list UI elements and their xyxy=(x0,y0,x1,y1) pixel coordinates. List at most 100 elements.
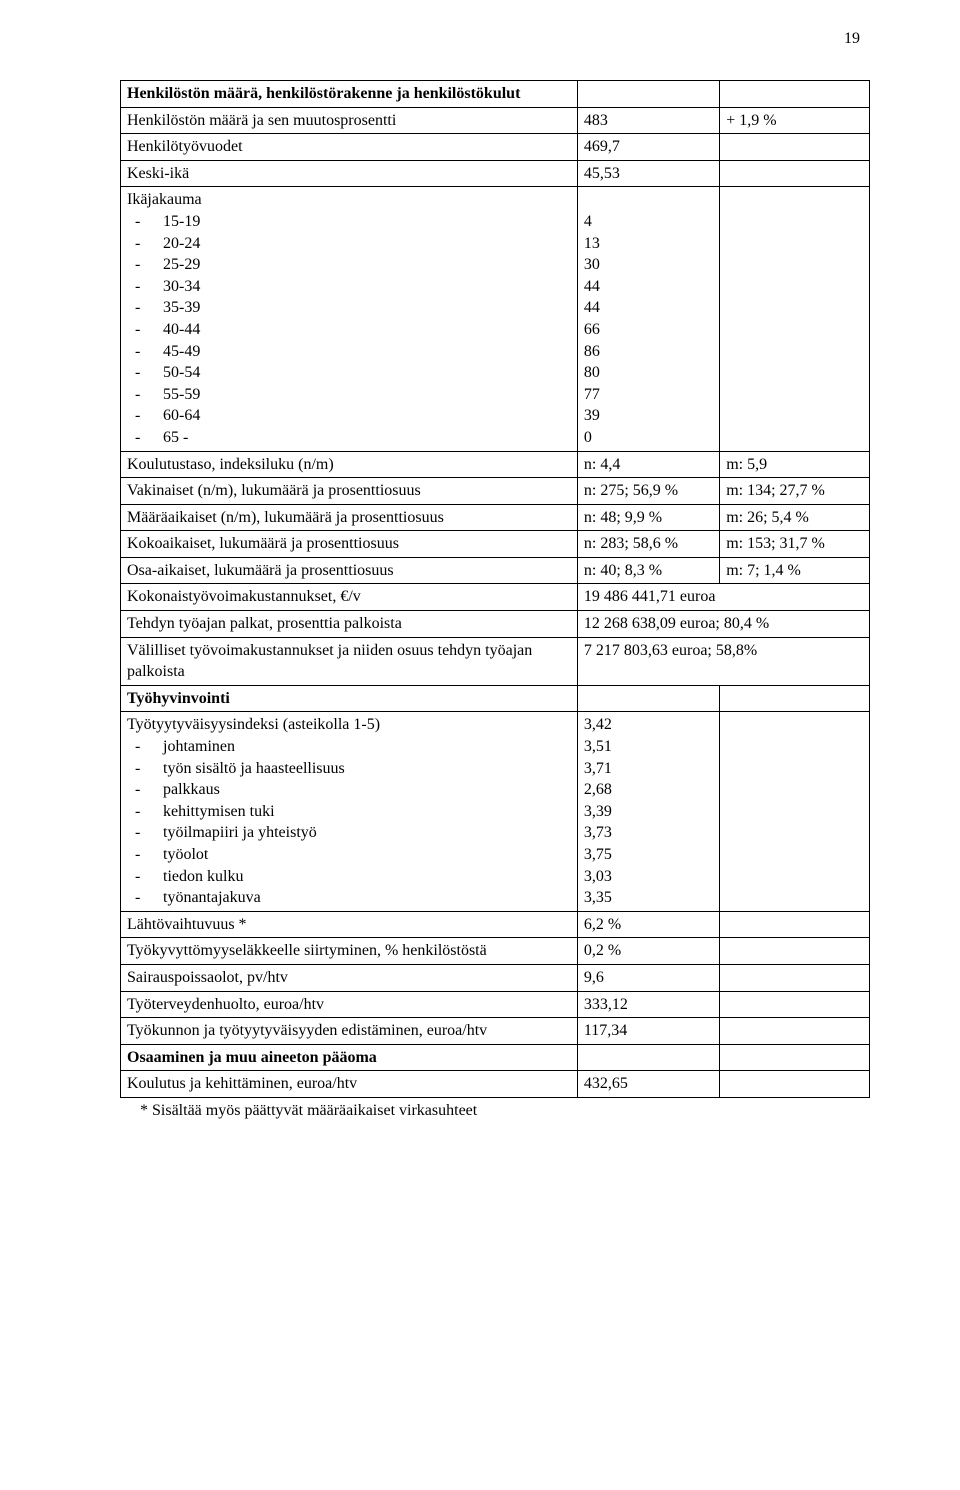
data-table: Henkilöstön määrä, henkilöstörakenne ja … xyxy=(120,80,870,1098)
row-value: + 1,9 % xyxy=(720,107,870,134)
value: 0 xyxy=(584,427,713,449)
list-item: 40-44 xyxy=(163,319,571,341)
list-item: 15-19 xyxy=(163,211,571,233)
row-label: Sairauspoissaolot, pv/htv xyxy=(121,964,578,991)
section3-title: Osaaminen ja muu aineeton pääoma xyxy=(121,1044,578,1071)
list-item: tiedon kulku xyxy=(163,866,571,888)
row-value: m: 26; 5,4 % xyxy=(720,504,870,531)
satisfaction-label: Työtyytyväisyysindeksi (asteikolla 1-5) … xyxy=(121,712,578,911)
row-value: n: 48; 9,9 % xyxy=(577,504,719,531)
row-label: Koulutustaso, indeksiluku (n/m) xyxy=(121,451,578,478)
row-label: Välilliset työvoimakustannukset ja niide… xyxy=(121,637,578,685)
row-value: m: 153; 31,7 % xyxy=(720,531,870,558)
row-value: n: 275; 56,9 % xyxy=(577,478,719,505)
row-label: Työterveydenhuolto, euroa/htv xyxy=(121,991,578,1018)
value: 3,71 xyxy=(584,758,713,780)
empty-cell xyxy=(720,911,870,938)
page-number: 19 xyxy=(844,30,860,48)
row-label: Lähtövaihtuvuus * xyxy=(121,911,578,938)
value: 2,68 xyxy=(584,779,713,801)
row-value: 9,6 xyxy=(577,964,719,991)
list-item: 35-39 xyxy=(163,297,571,319)
footnote: * Sisältää myös päättyvät määräaikaiset … xyxy=(120,1102,870,1120)
row-value: 469,7 xyxy=(577,134,719,161)
satisfaction-items: johtaminen työn sisältö ja haasteellisuu… xyxy=(127,736,571,909)
row-label: Ikäjakauma xyxy=(127,191,202,208)
empty-cell xyxy=(720,991,870,1018)
empty-cell xyxy=(720,81,870,108)
list-item: 55-59 xyxy=(163,384,571,406)
row-label: Tehdyn työajan palkat, prosenttia palkoi… xyxy=(121,611,578,638)
value: 13 xyxy=(584,233,713,255)
row-label: Henkilöstön määrä ja sen muutosprosentti xyxy=(121,107,578,134)
row-value: 0,2 % xyxy=(577,938,719,965)
empty-cell xyxy=(720,1071,870,1098)
empty-cell xyxy=(577,685,719,712)
empty-cell xyxy=(720,134,870,161)
value: 3,39 xyxy=(584,801,713,823)
list-item: työn sisältö ja haasteellisuus xyxy=(163,758,571,780)
row-value: 432,65 xyxy=(577,1071,719,1098)
row-value: 19 486 441,71 euroa xyxy=(577,584,869,611)
row-label: Työkunnon ja työtyytyväisyyden edistämin… xyxy=(121,1018,578,1045)
satisfaction-values: 3,42 3,51 3,71 2,68 3,39 3,73 3,75 3,03 … xyxy=(577,712,719,911)
value: 39 xyxy=(584,405,713,427)
section2-title: Työhyvinvointi xyxy=(121,685,578,712)
empty-cell xyxy=(720,712,870,911)
row-label: Vakinaiset (n/m), lukumäärä ja prosentti… xyxy=(121,478,578,505)
row-value: 117,34 xyxy=(577,1018,719,1045)
row-value: 483 xyxy=(577,107,719,134)
row-value: m: 7; 1,4 % xyxy=(720,557,870,584)
row-label: Henkilötyövuodet xyxy=(121,134,578,161)
list-item: 30-34 xyxy=(163,276,571,298)
age-distribution-label: Ikäjakauma 15-19 20-24 25-29 30-34 35-39… xyxy=(121,187,578,451)
empty-cell xyxy=(720,1044,870,1071)
value: 4 xyxy=(584,211,713,233)
empty-cell xyxy=(720,187,870,451)
section1-title: Henkilöstön määrä, henkilöstörakenne ja … xyxy=(121,81,578,108)
row-value: 333,12 xyxy=(577,991,719,1018)
empty-cell xyxy=(720,685,870,712)
value: 44 xyxy=(584,297,713,319)
value: 3,51 xyxy=(584,736,713,758)
list-item: palkkaus xyxy=(163,779,571,801)
list-item: kehittymisen tuki xyxy=(163,801,571,823)
age-range-list: 15-19 20-24 25-29 30-34 35-39 40-44 45-4… xyxy=(127,211,571,449)
empty-cell xyxy=(577,1044,719,1071)
list-item: 20-24 xyxy=(163,233,571,255)
value: 44 xyxy=(584,276,713,298)
value: 80 xyxy=(584,362,713,384)
value: 3,75 xyxy=(584,844,713,866)
empty-cell xyxy=(720,160,870,187)
value: 30 xyxy=(584,254,713,276)
row-label: Keski-ikä xyxy=(121,160,578,187)
row-value: m: 5,9 xyxy=(720,451,870,478)
row-value: 6,2 % xyxy=(577,911,719,938)
row-label: Osa-aikaiset, lukumäärä ja prosenttiosuu… xyxy=(121,557,578,584)
list-item: työnantajakuva xyxy=(163,887,571,909)
row-label: Työtyytyväisyysindeksi (asteikolla 1-5) xyxy=(127,716,380,733)
row-value: 12 268 638,09 euroa; 80,4 % xyxy=(577,611,869,638)
value: 86 xyxy=(584,341,713,363)
age-values: 4 13 30 44 44 66 86 80 77 39 0 xyxy=(577,187,719,451)
value: 66 xyxy=(584,319,713,341)
row-value: n: 40; 8,3 % xyxy=(577,557,719,584)
row-label: Kokoaikaiset, lukumäärä ja prosenttiosuu… xyxy=(121,531,578,558)
empty-cell xyxy=(720,964,870,991)
empty-cell xyxy=(577,81,719,108)
list-item: 45-49 xyxy=(163,341,571,363)
value: 3,42 xyxy=(584,714,713,736)
row-value: 7 217 803,63 euroa; 58,8% xyxy=(577,637,869,685)
row-label: Määräaikaiset (n/m), lukumäärä ja prosen… xyxy=(121,504,578,531)
row-value: 45,53 xyxy=(577,160,719,187)
row-label: Työkyvyttömyyseläkkeelle siirtyminen, % … xyxy=(121,938,578,965)
list-item: 60-64 xyxy=(163,405,571,427)
row-label: Kokonaistyövoimakustannukset, €/v xyxy=(121,584,578,611)
empty-cell xyxy=(720,1018,870,1045)
list-item: johtaminen xyxy=(163,736,571,758)
list-item: työolot xyxy=(163,844,571,866)
list-item: 65 - xyxy=(163,427,571,449)
row-value: m: 134; 27,7 % xyxy=(720,478,870,505)
list-item: työilmapiiri ja yhteistyö xyxy=(163,822,571,844)
page: 19 Henkilöstön määrä, henkilöstörakenne … xyxy=(0,0,960,1490)
